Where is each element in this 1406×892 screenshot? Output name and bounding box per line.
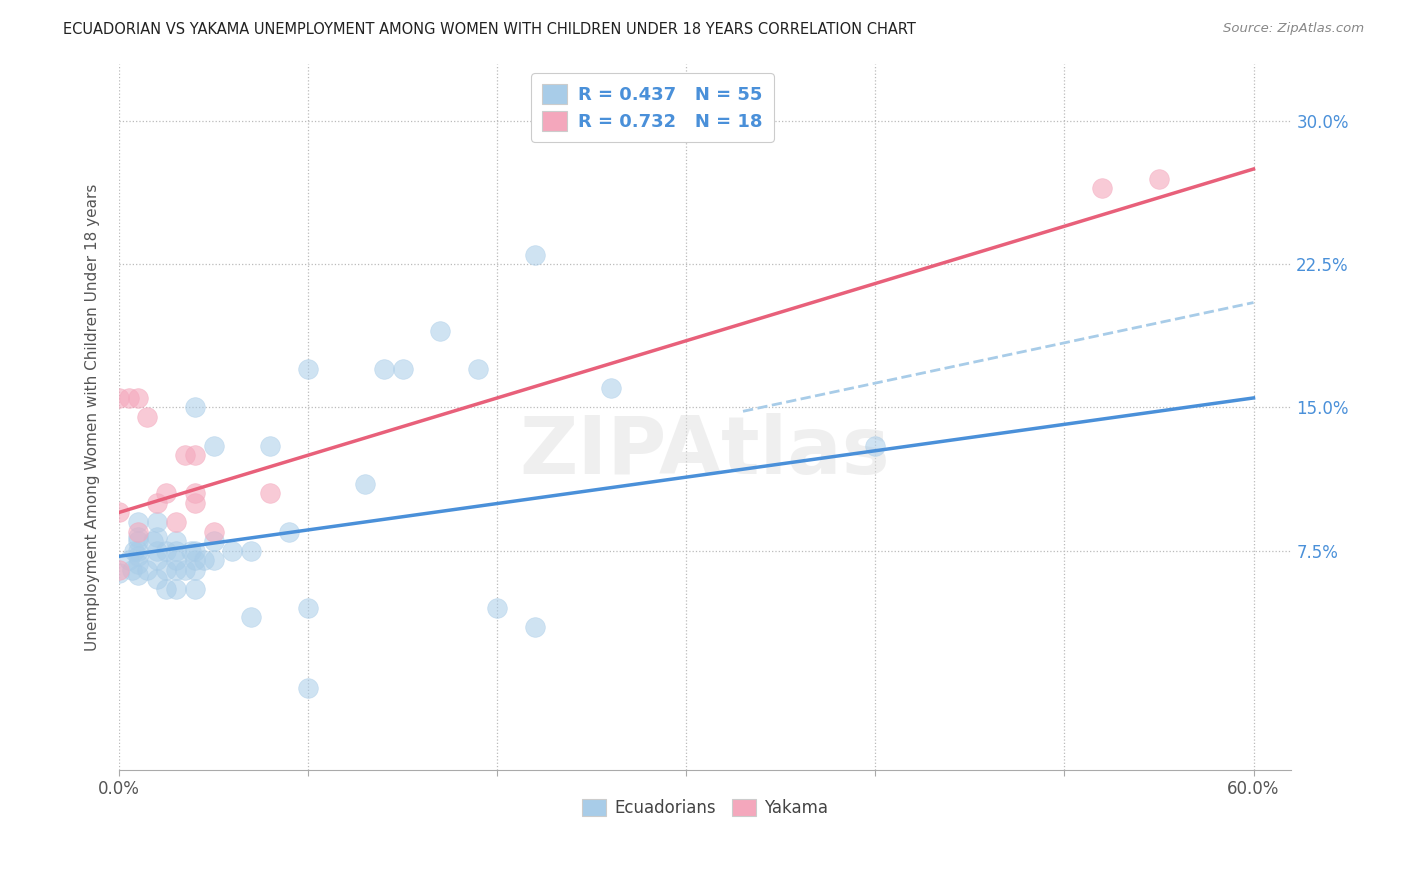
Point <box>429 324 451 338</box>
Point <box>127 543 149 558</box>
Point <box>136 410 159 425</box>
Text: Source: ZipAtlas.com: Source: ZipAtlas.com <box>1223 22 1364 36</box>
Point <box>174 563 197 577</box>
Point <box>155 543 177 558</box>
Point <box>165 563 187 577</box>
Point <box>108 566 131 581</box>
Point <box>183 553 205 567</box>
Point <box>486 600 509 615</box>
Point <box>297 600 319 615</box>
Point <box>127 515 149 529</box>
Point <box>202 553 225 567</box>
Point <box>183 543 205 558</box>
Text: ZIPAtlas: ZIPAtlas <box>520 413 890 491</box>
Point <box>108 505 131 519</box>
Point <box>183 563 205 577</box>
Point <box>174 448 197 462</box>
Point <box>183 486 205 500</box>
Point <box>127 524 149 539</box>
Point <box>146 530 169 544</box>
Point <box>127 549 149 564</box>
Legend: Ecuadorians, Yakama: Ecuadorians, Yakama <box>574 790 837 825</box>
Point <box>155 582 177 596</box>
Point <box>1091 181 1114 195</box>
Point <box>278 524 301 539</box>
Point <box>183 496 205 510</box>
Point <box>165 582 187 596</box>
Point <box>108 391 131 405</box>
Point <box>259 486 281 500</box>
Point <box>146 572 169 586</box>
Point <box>165 534 187 549</box>
Y-axis label: Unemployment Among Women with Children Under 18 years: Unemployment Among Women with Children U… <box>86 184 100 651</box>
Point <box>142 534 165 549</box>
Point <box>297 681 319 695</box>
Point <box>297 362 319 376</box>
Point <box>127 530 149 544</box>
Point <box>240 610 263 624</box>
Point <box>122 543 145 558</box>
Text: ECUADORIAN VS YAKAMA UNEMPLOYMENT AMONG WOMEN WITH CHILDREN UNDER 18 YEARS CORRE: ECUADORIAN VS YAKAMA UNEMPLOYMENT AMONG … <box>63 22 917 37</box>
Point <box>353 476 375 491</box>
Point <box>117 391 139 405</box>
Point <box>183 448 205 462</box>
Point <box>108 563 131 577</box>
Point <box>146 543 169 558</box>
Point <box>240 543 263 558</box>
Point <box>155 486 177 500</box>
Point <box>127 534 149 549</box>
Point <box>146 515 169 529</box>
Point <box>165 543 187 558</box>
Point <box>373 362 395 376</box>
Point <box>599 381 621 395</box>
Point <box>165 515 187 529</box>
Point <box>259 439 281 453</box>
Point <box>221 543 243 558</box>
Point <box>202 534 225 549</box>
Point <box>202 524 225 539</box>
Point <box>127 568 149 582</box>
Point <box>127 391 149 405</box>
Point <box>524 248 547 262</box>
Point <box>146 553 169 567</box>
Point <box>136 563 159 577</box>
Point <box>202 439 225 453</box>
Point <box>117 553 139 567</box>
Point <box>524 620 547 634</box>
Point <box>193 553 215 567</box>
Point <box>180 543 202 558</box>
Point <box>183 401 205 415</box>
Point <box>183 582 205 596</box>
Point <box>146 496 169 510</box>
Point <box>155 563 177 577</box>
Point <box>391 362 413 376</box>
Point <box>165 553 187 567</box>
Point <box>127 557 149 571</box>
Point <box>1147 171 1170 186</box>
Point <box>121 563 143 577</box>
Point <box>865 439 887 453</box>
Point <box>467 362 489 376</box>
